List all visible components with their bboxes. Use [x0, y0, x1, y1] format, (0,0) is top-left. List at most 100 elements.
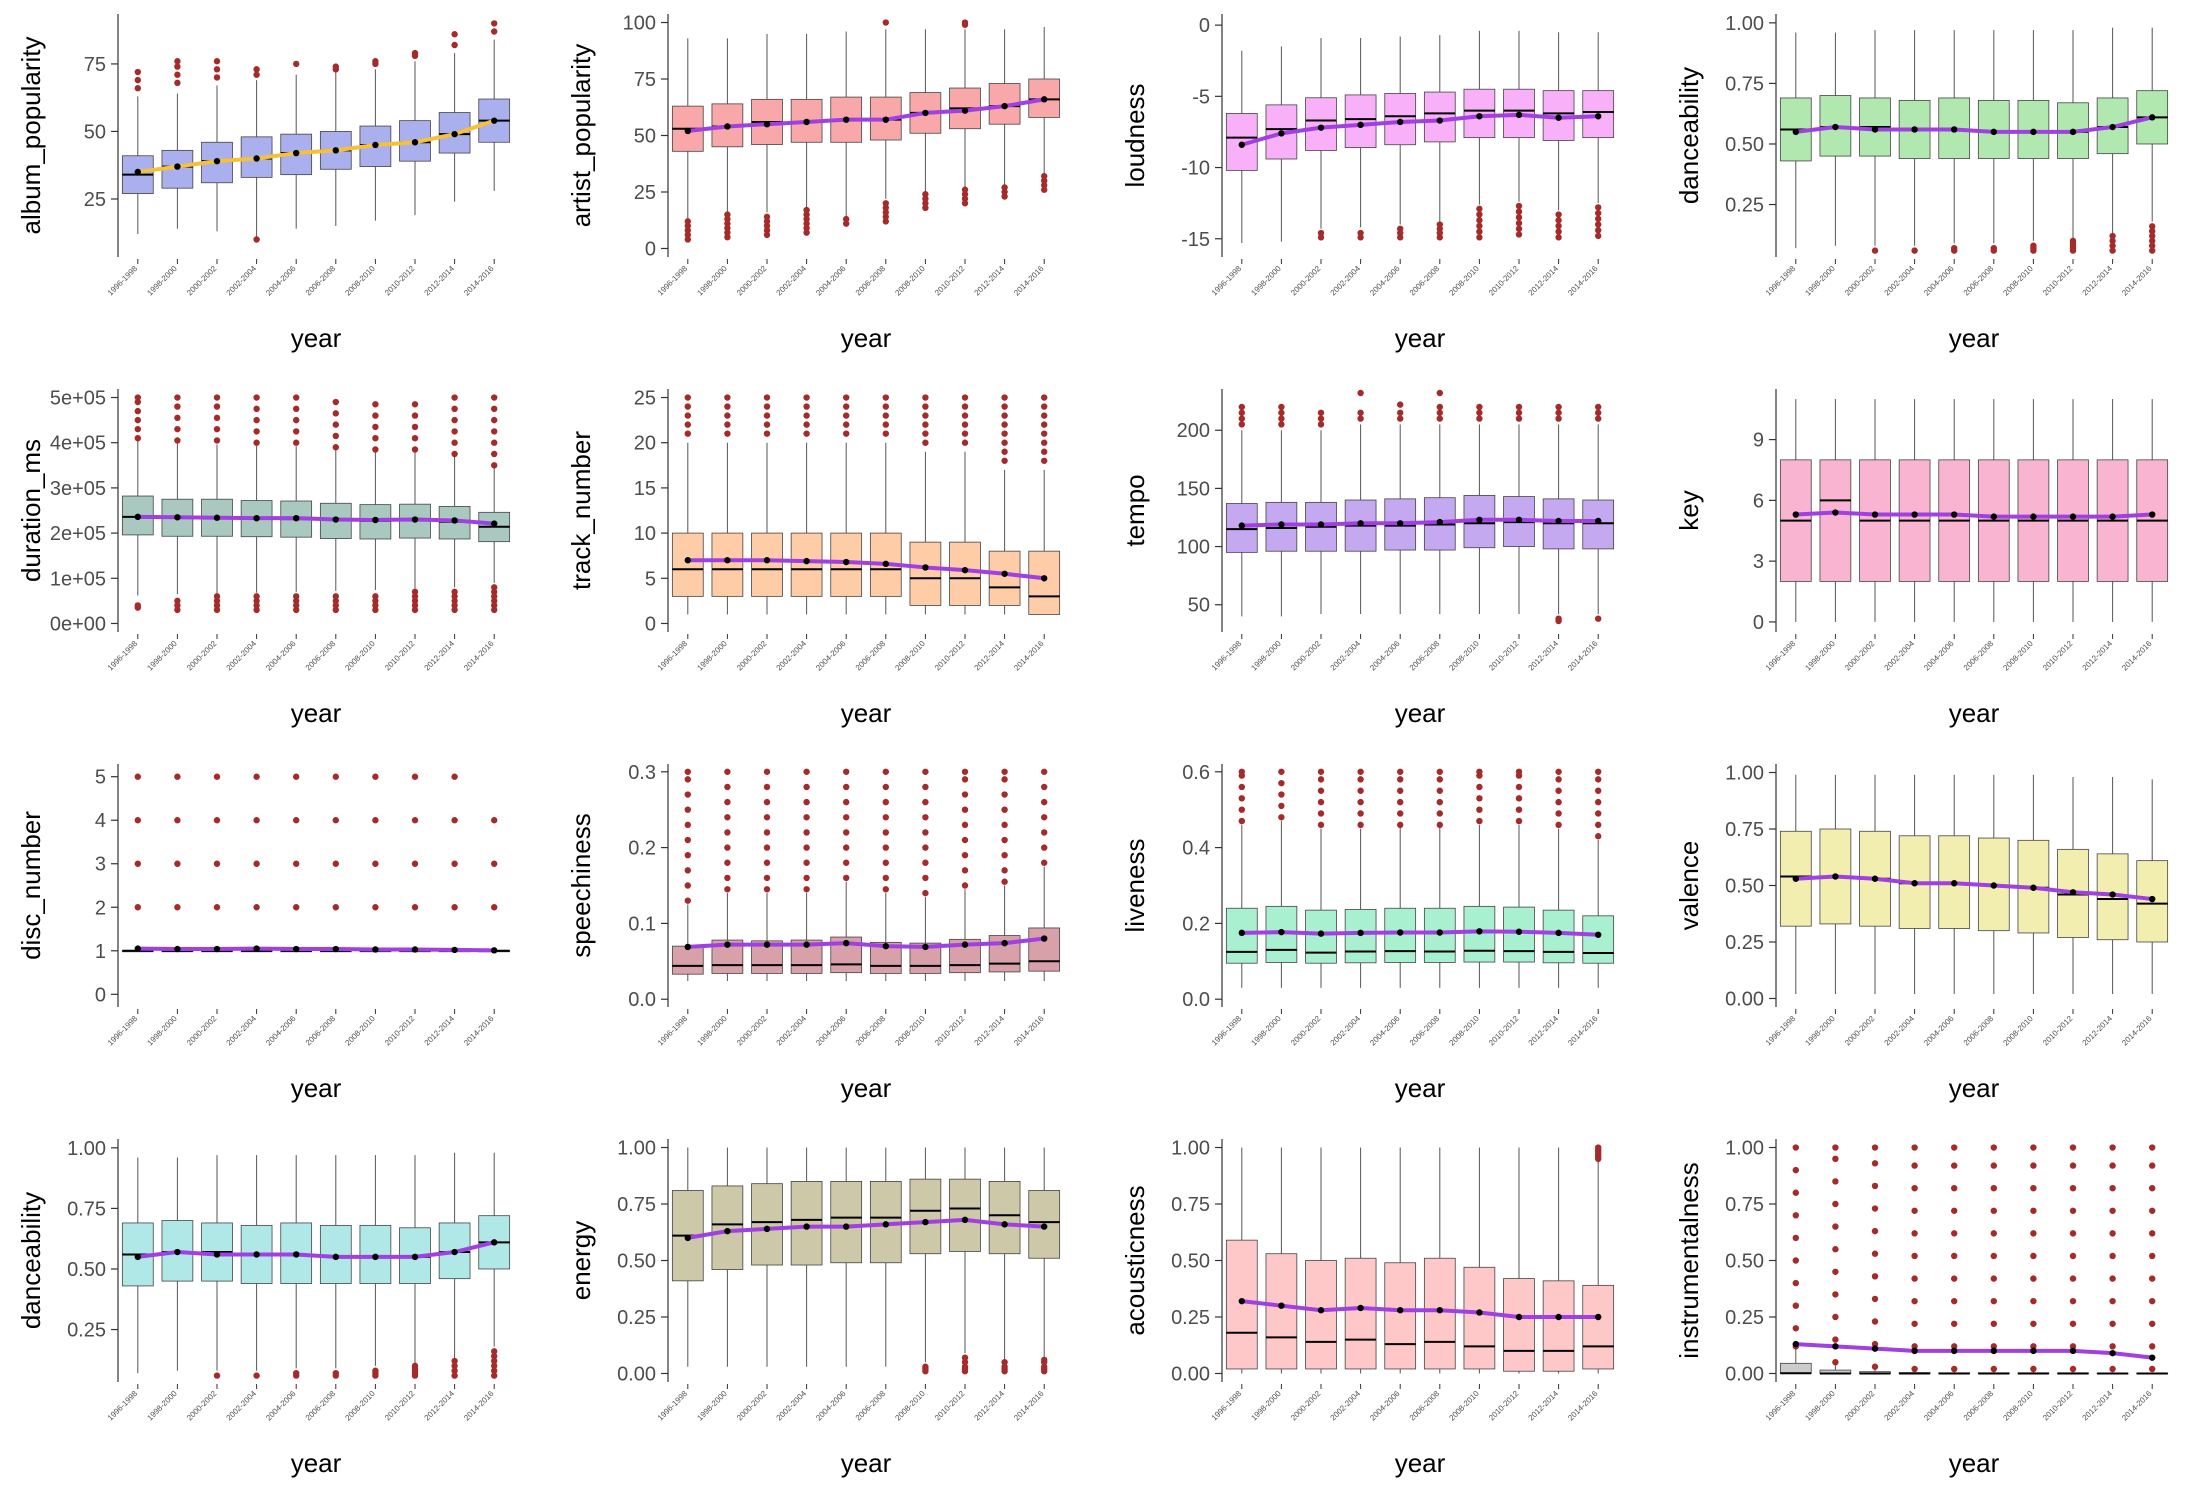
mean-point	[2109, 1349, 2116, 1357]
y-tick-label: 0.50	[1725, 876, 1764, 898]
outlier-point	[1792, 1212, 1800, 1219]
outlier-point	[411, 434, 419, 442]
mean-point	[1832, 1343, 1839, 1350]
mean-point	[174, 1248, 181, 1256]
box-2008-2010	[909, 1147, 942, 1375]
outlier-point	[961, 186, 969, 193]
outlier-point	[451, 31, 458, 38]
y-tick-label: 50	[634, 126, 656, 148]
outlier-point	[1001, 448, 1008, 455]
outlier-point	[1911, 1252, 1918, 1260]
y-tick-label: 3e+05	[50, 478, 106, 500]
outlier-point	[1317, 776, 1325, 783]
mean-point	[1001, 570, 1008, 577]
x-tick-label: 1998-2000	[1803, 264, 1837, 298]
outlier-point	[491, 606, 498, 614]
outlier-point	[491, 1352, 498, 1360]
outlier-point	[491, 450, 498, 458]
outlier-point	[2030, 1365, 2037, 1373]
y-tick-label: 0.0	[1182, 989, 1210, 1011]
outlier-point	[1515, 783, 1523, 791]
outlier-point	[1041, 814, 1048, 821]
outlier-point	[1238, 783, 1246, 791]
mean-point	[1278, 1302, 1285, 1309]
x-tick-label: 2006-2008	[1962, 1389, 1996, 1423]
mean-point	[724, 941, 731, 948]
outlier-point	[1041, 394, 1048, 401]
mean-point	[2069, 889, 2077, 896]
box-1998-2000	[711, 394, 744, 615]
outlier-point	[961, 403, 969, 410]
outlier-point	[882, 829, 889, 836]
x-tick-label: 2006-2008	[1408, 639, 1442, 673]
outlier-point	[763, 768, 771, 775]
x-tick-label: 2014-2016	[1566, 264, 1600, 298]
outlier-point	[213, 58, 221, 65]
x-axis-title: year	[841, 1073, 892, 1103]
outlier-point	[1555, 403, 1562, 411]
mean-trend-line	[1793, 1342, 2155, 1360]
box-2012-2014	[438, 773, 471, 953]
x-axis-title: year	[1949, 1073, 2000, 1103]
box-2006-2008	[869, 394, 902, 615]
outlier-point	[1001, 421, 1008, 428]
x-tick-label: 2000-2002	[1843, 639, 1877, 673]
outlier-point	[451, 428, 458, 435]
outlier-point	[1990, 1162, 1998, 1169]
outlier-point	[724, 829, 731, 836]
outlier-point	[2149, 242, 2156, 249]
outlier-point	[1278, 814, 1285, 821]
x-tick-label: 2010-2012	[383, 264, 417, 298]
x-tick-label: 2004-2006	[1922, 264, 1956, 298]
mean-point	[843, 1223, 850, 1230]
mean-point	[1436, 1307, 1444, 1314]
mean-point	[213, 945, 221, 953]
outlier-point	[1041, 859, 1048, 866]
box-1996-1998	[121, 394, 154, 611]
outlier-point	[174, 425, 181, 433]
x-tick-label: 2012-2014	[2081, 639, 2115, 673]
mean-point	[293, 1251, 300, 1258]
x-tick-label: 2008-2010	[1447, 639, 1481, 673]
outlier-point	[1001, 791, 1008, 798]
outlier-point	[1911, 1365, 1918, 1373]
mean-point	[961, 107, 969, 114]
x-tick-label: 2006-2008	[854, 1389, 888, 1423]
outlier-point	[684, 222, 691, 230]
box-2014-2016	[478, 817, 511, 953]
outlier-point	[134, 904, 141, 911]
box-1996-1998	[121, 773, 154, 953]
box-2010-2012	[399, 773, 431, 953]
outlier-point	[411, 412, 419, 419]
outlier-point	[1397, 776, 1404, 783]
outlier-point	[1317, 421, 1325, 428]
box-2014-2016	[1028, 1147, 1061, 1375]
outlier-point	[491, 439, 498, 446]
outlier-point	[1951, 1297, 1958, 1305]
outlier-point	[684, 412, 691, 419]
outlier-point	[2109, 1230, 2116, 1237]
outlier-point	[1317, 821, 1325, 829]
iqr-box	[1503, 1278, 1535, 1372]
outlier-point	[1555, 217, 1562, 224]
outlier-point	[2149, 1230, 2156, 1237]
x-tick-label: 2004-2006	[264, 639, 298, 673]
outlier-point	[411, 49, 419, 57]
outlier-point	[1832, 1358, 1839, 1366]
outlier-point	[882, 814, 889, 821]
box-1996-1998	[1779, 774, 1812, 994]
mean-point	[1555, 114, 1562, 121]
outlier-point	[1001, 836, 1008, 844]
x-tick-label: 1998-2000	[1803, 1389, 1837, 1423]
outlier-point	[293, 860, 300, 867]
y-axis-title: valence	[1674, 841, 1704, 931]
outlier-point	[411, 1362, 419, 1370]
outlier-point	[1990, 244, 1998, 252]
mean-point	[1951, 511, 1958, 518]
x-tick-label: 2006-2008	[854, 639, 888, 673]
outlier-point	[213, 860, 221, 867]
y-tick-label: 0.50	[67, 1259, 106, 1281]
box-2004-2006	[1938, 399, 1971, 622]
outlier-point	[724, 403, 731, 410]
box-2002-2004	[790, 33, 823, 236]
